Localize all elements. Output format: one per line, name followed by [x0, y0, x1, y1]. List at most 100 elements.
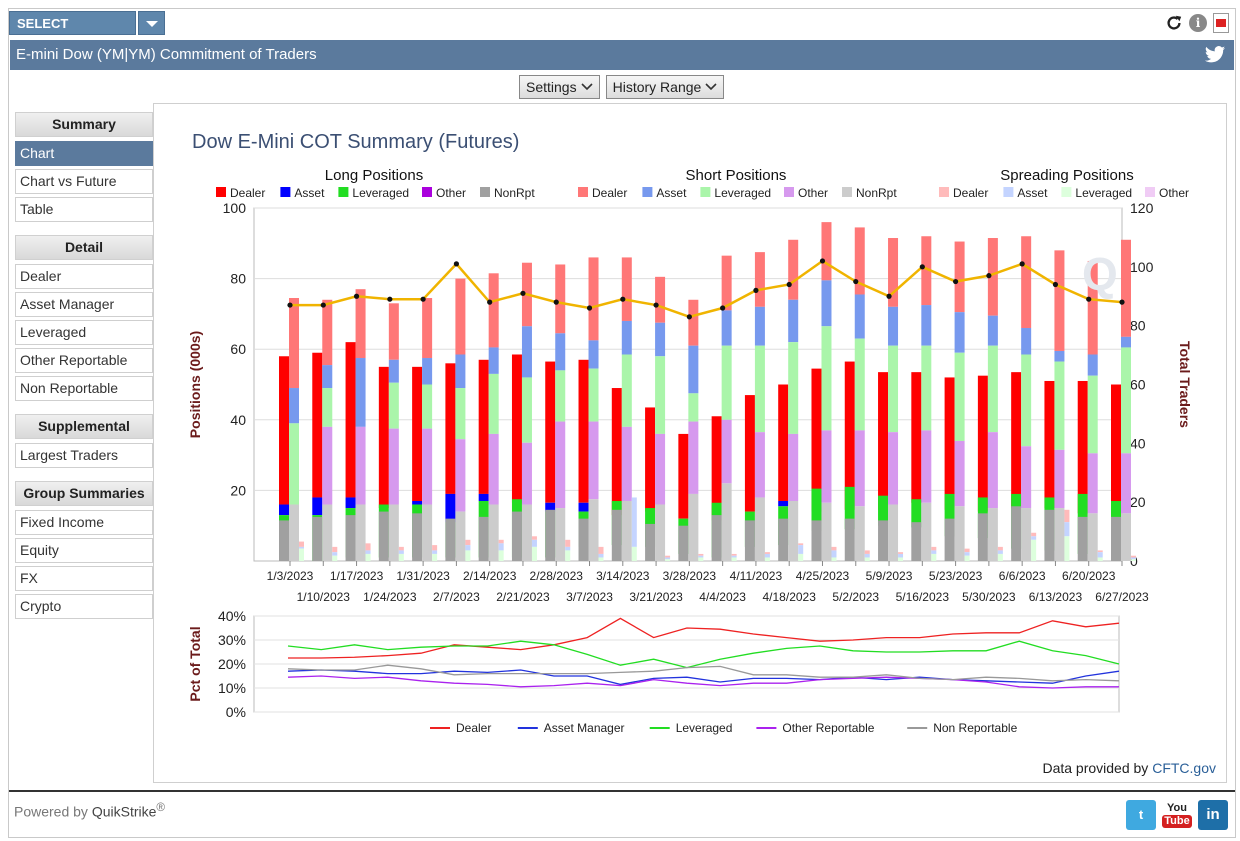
sidebar-item-crypto[interactable]: Crypto [15, 594, 153, 619]
app-frame [8, 8, 1236, 838]
bar-long-segment [478, 516, 489, 561]
bar-spread-segment [531, 539, 537, 547]
sidebar-item-non-reportable[interactable]: Non Reportable [15, 376, 153, 401]
bar-spread-segment [365, 543, 371, 551]
y-right-tick-label: 80 [1130, 318, 1146, 334]
bar-spread-segment [831, 550, 837, 558]
y-tick-label: 40 [230, 412, 246, 428]
sidebar-item-largest-traders[interactable]: Largest Traders [15, 443, 153, 468]
bar-short-segment [754, 345, 765, 433]
x-tick-label: 4/25/2023 [796, 569, 850, 583]
x-tick-label: 3/21/2023 [629, 590, 683, 604]
bar-long-segment [944, 518, 955, 561]
bar-long-segment [977, 513, 988, 561]
bar-short-segment [455, 354, 466, 389]
settings-dropdown[interactable]: Settings [519, 75, 600, 99]
bar-short-segment [455, 388, 466, 440]
cftc-link[interactable]: CFTC.gov [1152, 760, 1216, 776]
linkedin-icon[interactable]: in [1198, 800, 1228, 830]
sidebar-item-fixed-income[interactable]: Fixed Income [15, 510, 153, 535]
x-tick-label: 1/31/2023 [396, 569, 450, 583]
bar-long-segment [279, 504, 289, 516]
bar-spread-segment [964, 552, 970, 556]
total-traders-point [720, 305, 726, 311]
sidebar-gap [15, 225, 153, 235]
bar-spread-segment [831, 546, 837, 551]
bar-short-segment [555, 264, 566, 334]
twitter-icon[interactable]: t [1126, 800, 1156, 830]
bar-short-segment [987, 508, 998, 561]
bar-long-segment [378, 511, 389, 561]
bar-spread-segment [764, 552, 770, 554]
bar-short-segment [621, 500, 632, 561]
bar-short-segment [921, 502, 932, 561]
select-product-dropdown-icon[interactable] [138, 11, 165, 35]
bar-spread-segment [398, 553, 404, 561]
sidebar-item-asset-manager[interactable]: Asset Manager [15, 292, 153, 317]
sidebar-item-table[interactable]: Table [15, 197, 153, 222]
sidebar-item-chart[interactable]: Chart [15, 141, 153, 166]
bar-short-segment [754, 252, 765, 307]
x-tick-label: 2/14/2023 [463, 569, 517, 583]
pdf-export-icon[interactable] [1213, 13, 1229, 33]
sidebar-item-other-reportable[interactable]: Other Reportable [15, 348, 153, 373]
bar-short-segment [788, 342, 799, 434]
bar-long-segment [678, 525, 689, 561]
bar-short-segment [1087, 260, 1098, 355]
bar-short-segment [1054, 350, 1065, 362]
bar-short-segment [1054, 250, 1065, 351]
sidebar-item-fx[interactable]: FX [15, 566, 153, 591]
total-traders-point [653, 302, 659, 308]
info-icon[interactable]: i [1189, 14, 1207, 32]
footer-divider [9, 790, 1235, 792]
bar-long-segment [1077, 380, 1088, 514]
bar-short-segment [289, 298, 299, 389]
bar-spread-segment [565, 550, 571, 561]
bar-spread-segment [798, 545, 804, 554]
bar-spread-segment [1064, 536, 1070, 561]
bar-long-segment [844, 361, 855, 510]
bar-long-segment [511, 354, 522, 503]
legend-group-title: Short Positions [686, 167, 787, 184]
sidebar-nav: Summary Chart Chart vs Future Table Detail De… [15, 112, 153, 622]
bar-short-segment [322, 388, 333, 427]
bar-short-segment [954, 506, 965, 561]
bar-short-segment [355, 426, 366, 505]
twitter-share-icon[interactable] [1204, 45, 1226, 65]
bar-spread-segment [731, 553, 737, 556]
bar-long-segment [578, 518, 589, 561]
pct-legend-label: Asset Manager [544, 721, 625, 735]
bar-long-segment [478, 493, 489, 501]
history-range-dropdown[interactable]: History Range [605, 75, 725, 99]
bar-spread-segment [798, 543, 804, 546]
sidebar-item-leveraged[interactable]: Leveraged [15, 320, 153, 345]
bar-spread-segment [299, 541, 304, 547]
legend-label-spread: Other [1159, 186, 1189, 200]
sidebar-item-chart-vs-future[interactable]: Chart vs Future [15, 169, 153, 194]
total-traders-point [919, 264, 925, 270]
quikstrike-brand[interactable]: QuikStrike [91, 803, 157, 820]
chevron-down-icon [581, 83, 593, 91]
bar-long-segment [578, 359, 589, 503]
select-product-button[interactable]: SELECT PRODUCT [9, 11, 136, 55]
bar-short-segment [355, 358, 366, 427]
bar-spread-segment [631, 546, 637, 561]
bar-short-segment [422, 298, 433, 359]
bar-short-segment [655, 356, 666, 434]
sidebar-item-dealer[interactable]: Dealer [15, 264, 153, 289]
refresh-icon[interactable] [1165, 14, 1183, 32]
bar-short-segment [1021, 328, 1032, 355]
bar-short-segment [555, 333, 566, 371]
legend-label-spread: Leveraged [1075, 186, 1132, 200]
bar-long-segment [378, 366, 389, 509]
bar-spread-segment [1064, 509, 1070, 523]
bar-short-segment [854, 430, 865, 507]
bar-spread-segment [432, 550, 438, 554]
bar-short-segment [921, 430, 932, 503]
sidebar-item-equity[interactable]: Equity [15, 538, 153, 563]
bar-short-segment [588, 421, 599, 500]
youtube-icon[interactable]: You Tube [1162, 800, 1192, 830]
bar-spread-segment [698, 555, 704, 558]
bar-spread-segment [498, 543, 504, 551]
legend-label-spread: Asset [1017, 186, 1048, 200]
